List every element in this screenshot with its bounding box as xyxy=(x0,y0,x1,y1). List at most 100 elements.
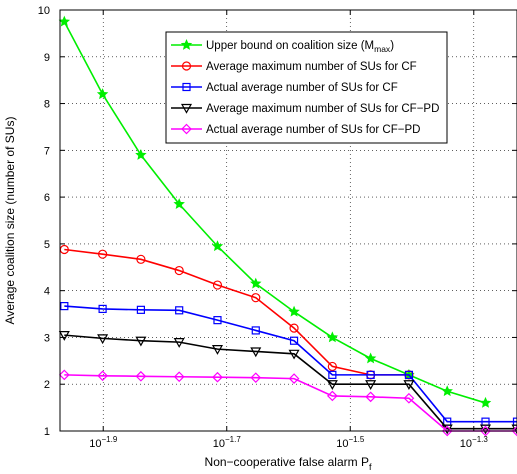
plot-frame xyxy=(59,9,517,432)
y-tick-label: 1 xyxy=(44,426,50,438)
data-point-diamond xyxy=(250,372,262,384)
data-point-diamond xyxy=(480,425,491,437)
legend-entry: Actual average number of SUs for CF−PD xyxy=(171,123,420,136)
x-tick-exponent: −1.3 xyxy=(472,435,488,444)
data-point-circle xyxy=(327,361,337,372)
data-point-star xyxy=(288,305,300,317)
y-tick-label: 5 xyxy=(44,239,50,251)
y-tick-label: 2 xyxy=(44,379,50,391)
legend-label-text: Average maximum number of SUs for CF−PD xyxy=(206,103,439,115)
x-tick-label: 10−1.3 xyxy=(460,435,489,450)
data-point-star xyxy=(326,331,339,343)
y-tick-label: 3 xyxy=(44,332,50,344)
x-axis-label: Non−cooperative false alarm Pf xyxy=(205,455,372,472)
data-point-triangle xyxy=(135,336,147,347)
data-point-triangle xyxy=(365,380,377,390)
legend-label-text: Actual average number of SUs for CF−PD xyxy=(206,124,420,136)
legend-label-text: Average maximum number of SUs for CF xyxy=(206,61,417,73)
x-tick-base: 10 xyxy=(89,438,101,450)
x-axis-label-subscript: f xyxy=(369,462,372,472)
data-point-square xyxy=(213,316,222,325)
data-point-circle xyxy=(136,254,146,264)
data-point-square xyxy=(60,302,69,311)
data-point-star xyxy=(479,396,492,408)
data-point-diamond xyxy=(135,370,147,382)
data-point-diamond xyxy=(212,371,223,383)
data-point-square xyxy=(175,306,184,315)
series-line xyxy=(64,334,517,430)
data-point-star xyxy=(250,277,262,289)
x-tick-exponent: −1.7 xyxy=(225,435,241,444)
data-point-diamond xyxy=(441,425,453,437)
legend-entry: Average maximum number of SUs for CF xyxy=(171,61,417,73)
series-line xyxy=(64,305,517,423)
data-point-square xyxy=(182,82,191,92)
x-tick-exponent: −1.5 xyxy=(349,435,365,444)
data-point-square xyxy=(251,326,260,335)
data-point-triangle xyxy=(173,338,185,348)
series-line xyxy=(64,248,409,376)
data-point-triangle xyxy=(97,334,109,345)
legend-label: Actual average number of SUs for CF xyxy=(206,82,398,94)
y-tick-label: 4 xyxy=(44,286,50,298)
data-point-star xyxy=(180,38,193,50)
legend-label-text: Upper bound on coalition size (M xyxy=(206,40,374,52)
legend-entry: Actual average number of SUs for CF xyxy=(171,82,398,94)
y-axis-label: Average coalition size (number of SUs) xyxy=(3,117,17,325)
legend-label: Average maximum number of SUs for CF−PD xyxy=(206,103,439,115)
data-point-square xyxy=(404,370,414,379)
y-tick-label: 9 xyxy=(44,52,50,64)
data-point-square xyxy=(289,336,299,345)
legend: Upper bound on coalition size (Mmax) Aver… xyxy=(165,31,448,144)
data-point-circle xyxy=(174,265,184,276)
data-point-triangle xyxy=(211,345,224,355)
data-point-diamond xyxy=(403,392,415,404)
data-point-square xyxy=(136,305,146,314)
data-point-diamond xyxy=(288,373,300,384)
data-point-diamond xyxy=(365,391,376,403)
data-point-square xyxy=(366,370,375,379)
data-point-square xyxy=(512,417,517,426)
legend-label: Average maximum number of SUs for CF xyxy=(206,61,417,73)
data-point-triangle xyxy=(58,331,70,341)
data-point-square xyxy=(328,370,337,379)
data-point-triangle xyxy=(403,380,415,390)
series-1 xyxy=(58,15,492,408)
data-point-star xyxy=(441,385,453,397)
y-tick-label: 8 xyxy=(44,99,50,111)
data-point-star xyxy=(135,148,147,160)
legend-entry: Average maximum number of SUs for CF−PD xyxy=(171,103,439,115)
x-tick-exponent: −1.9 xyxy=(101,435,117,444)
x-tick-base: 10 xyxy=(213,438,225,450)
data-point-triangle xyxy=(250,347,262,358)
data-point-star xyxy=(211,240,224,252)
data-point-diamond xyxy=(97,370,108,382)
series-3 xyxy=(60,302,517,426)
data-point-star xyxy=(58,15,71,27)
data-point-diamond xyxy=(326,390,338,402)
legend-label-suffix: ) xyxy=(390,40,394,52)
data-point-diamond xyxy=(511,425,517,437)
legend-label-text: Actual average number of SUs for CF xyxy=(206,82,398,94)
x-tick-label: 10−1.7 xyxy=(213,435,242,450)
data-point-circle xyxy=(212,280,223,290)
x-tick-label: 10−1.5 xyxy=(336,435,365,450)
data-point-triangle xyxy=(326,380,338,390)
data-point-diamond xyxy=(181,123,192,135)
data-point-circle xyxy=(251,293,261,303)
data-point-star xyxy=(364,352,377,364)
y-tick-label: 7 xyxy=(44,145,50,157)
data-point-diamond xyxy=(173,371,185,383)
legend-label-subscript: max xyxy=(374,44,391,54)
series-line xyxy=(63,21,486,404)
data-point-circle xyxy=(289,323,299,333)
data-point-star xyxy=(173,198,185,209)
data-point-square xyxy=(98,304,107,314)
x-axis-label-main: Non−cooperative false alarm P xyxy=(205,455,369,469)
x-tick-base: 10 xyxy=(460,438,472,450)
legend-box xyxy=(165,31,448,144)
data-point-star xyxy=(96,88,109,100)
legend-label: Upper bound on coalition size (Mmax) xyxy=(206,40,394,54)
